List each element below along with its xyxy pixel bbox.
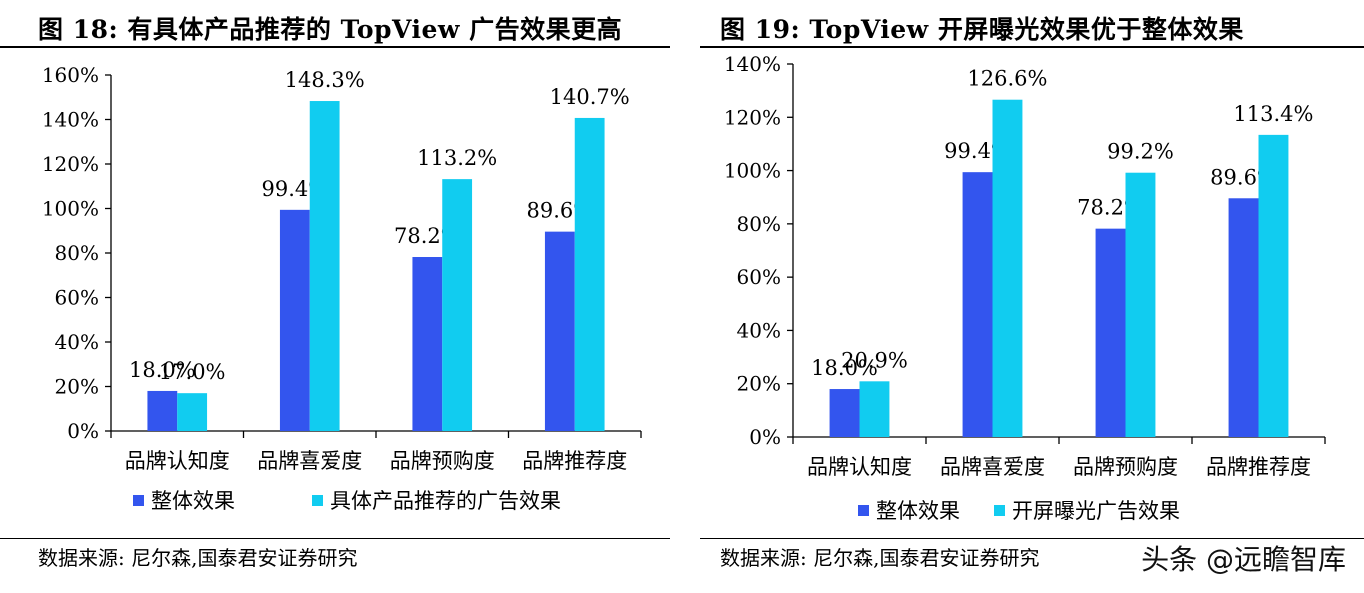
x-category-label: 品牌喜爱度: [257, 449, 362, 473]
figure-19-bar-chart: 0% 20% 40% 60% 80% 100% 120% 140% 品牌认知度 18.0%20.9…: [724, 52, 1326, 523]
y-tick-label: 80%: [55, 241, 99, 265]
figure-18-panel: 图 18: 有具体产品推荐的 TopView 广告效果更高 0% 20% 40% 60…: [0, 0, 670, 593]
figure-19-panel: 图 19: TopView 开屏曝光效果优于整体效果 0% 20% 40% 60% 80…: [700, 0, 1364, 593]
watermark: 头条 @远瞻智库: [1141, 543, 1346, 576]
bar-data-label: 148.3%: [285, 68, 365, 92]
figure-19-source: 数据来源: 尼尔森,国泰君安证券研究: [720, 546, 1040, 570]
bar-overall: [279, 209, 310, 431]
y-tick-label: 140%: [42, 108, 99, 132]
x-category-label: 品牌推荐度: [522, 449, 627, 473]
y-tick-label: 20%: [737, 372, 781, 396]
bar-topview: [442, 179, 473, 431]
bar-topview: [574, 117, 605, 431]
bar-data-label: 140.7%: [550, 85, 630, 109]
bar-data-label: 99.2%: [1107, 140, 1174, 164]
y-tick-label: 100%: [42, 197, 99, 221]
y-tick-label: 40%: [737, 318, 781, 342]
bar-topview: [1258, 134, 1289, 437]
legend-label: 开屏曝光广告效果: [1012, 499, 1180, 523]
figure-19-source-divider: [700, 538, 1364, 539]
x-category-label: 品牌推荐度: [1206, 455, 1311, 479]
figure-18-source-divider: [0, 538, 670, 539]
figure-18-title: 图 18: 有具体产品推荐的 TopView 广告效果更高: [38, 15, 623, 44]
x-category-label: 品牌喜爱度: [940, 455, 1045, 479]
bar-topview: [859, 381, 890, 437]
bar-data-label: 113.2%: [417, 146, 497, 170]
bar-data-label: 113.4%: [1233, 102, 1313, 126]
bar-overall: [962, 172, 993, 438]
bar-overall: [412, 257, 443, 431]
y-tick-label: 60%: [55, 286, 99, 310]
y-tick-label: 80%: [737, 212, 781, 236]
bar-data-label: 18.0%: [811, 356, 878, 380]
figure-19-title: 图 19: TopView 开屏曝光效果优于整体效果: [720, 15, 1244, 44]
legend-swatch: [133, 495, 144, 506]
bar-topview: [177, 393, 208, 431]
legend-label: 整体效果: [876, 499, 960, 523]
figure-19-title-bar: 图 19: TopView 开屏曝光效果优于整体效果: [700, 0, 1364, 48]
y-tick-label: 40%: [55, 330, 99, 354]
y-tick-label: 0%: [67, 419, 99, 443]
y-tick-label: 0%: [749, 425, 781, 449]
y-tick-label: 60%: [737, 265, 781, 289]
legend-label: 整体效果: [151, 489, 235, 513]
x-category-label: 品牌预购度: [390, 449, 495, 473]
x-category-label: 品牌认知度: [807, 455, 912, 479]
y-tick-label: 160%: [42, 63, 99, 87]
bar-data-label: 17.0%: [159, 360, 226, 384]
bar-data-label: 126.6%: [967, 67, 1047, 91]
figure-18-bar-chart: 0% 20% 40% 60% 80% 100% 120% 140% 160% 品牌认知度 18.0%…: [42, 63, 642, 513]
legend-swatch: [994, 505, 1005, 516]
y-tick-label: 100%: [724, 159, 781, 183]
legend-label: 具体产品推荐的广告效果: [330, 489, 561, 513]
x-category-label: 品牌认知度: [125, 449, 230, 473]
bar-topview: [992, 99, 1023, 438]
figure-18-source: 数据来源: 尼尔森,国泰君安证券研究: [38, 546, 358, 570]
bar-data-label: 20.9%: [841, 348, 908, 372]
bar-topview: [309, 101, 340, 431]
legend-swatch: [312, 495, 323, 506]
bar-topview: [1125, 172, 1156, 437]
y-tick-label: 140%: [724, 52, 781, 76]
bar-overall: [1228, 198, 1259, 437]
y-tick-label: 120%: [724, 105, 781, 129]
legend-swatch: [858, 505, 869, 516]
bar-overall: [1095, 228, 1126, 437]
figure-18-title-bar: 图 18: 有具体产品推荐的 TopView 广告效果更高: [0, 0, 670, 48]
y-tick-label: 20%: [55, 375, 99, 399]
x-category-label: 品牌预购度: [1073, 455, 1178, 479]
bar-overall: [147, 390, 178, 431]
bar-data-label: 18.0%: [129, 358, 196, 382]
bar-overall: [544, 231, 575, 431]
bar-overall: [829, 389, 860, 437]
y-tick-label: 120%: [42, 152, 99, 176]
